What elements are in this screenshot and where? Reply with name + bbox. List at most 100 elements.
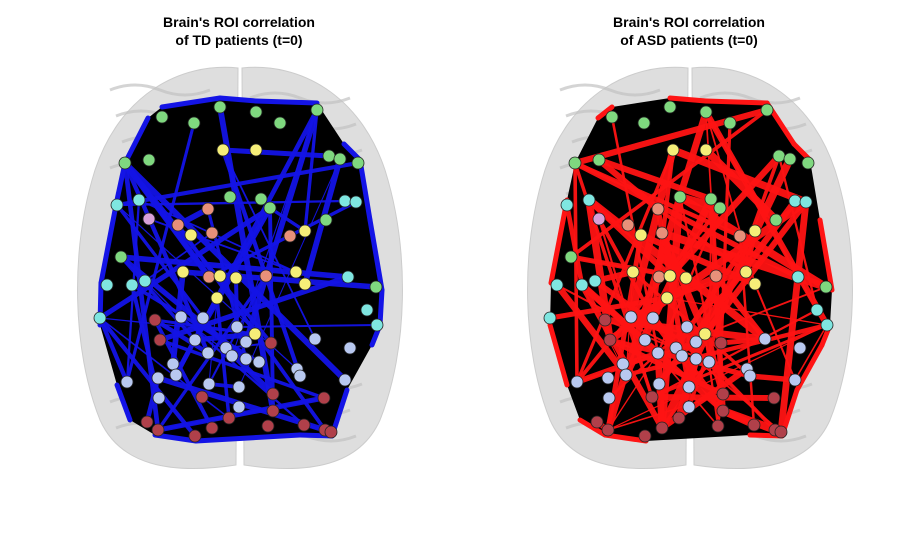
roi-node <box>322 149 336 163</box>
roi-node <box>166 357 180 371</box>
roi-node <box>338 373 352 387</box>
roi-node <box>723 116 737 130</box>
roi-node <box>582 193 596 207</box>
roi-node <box>716 387 730 401</box>
roi-node <box>638 333 652 347</box>
roi-node <box>575 278 589 292</box>
roi-node <box>634 228 648 242</box>
roi-node <box>626 265 640 279</box>
roi-node <box>592 212 606 226</box>
roi-node <box>273 116 287 130</box>
roi-node <box>747 418 761 432</box>
roi-node <box>564 250 578 264</box>
roi-nodes <box>93 100 384 443</box>
roi-node <box>672 411 686 425</box>
roi-node <box>621 218 635 232</box>
roi-node <box>110 198 124 212</box>
roi-node <box>588 274 602 288</box>
roi-node <box>351 156 365 170</box>
roi-node <box>138 274 152 288</box>
roi-node <box>196 311 210 325</box>
roi-node <box>229 271 243 285</box>
roi-node <box>152 391 166 405</box>
roi-node <box>760 103 774 117</box>
roi-node <box>249 105 263 119</box>
roi-node <box>783 152 797 166</box>
roi-node <box>590 415 604 429</box>
roi-node <box>748 277 762 291</box>
roi-node <box>266 404 280 418</box>
roi-node <box>176 265 190 279</box>
roi-node <box>673 190 687 204</box>
roi-node <box>616 357 630 371</box>
asd-brain-network <box>527 66 853 470</box>
roi-node <box>820 318 834 332</box>
roi-node <box>298 224 312 238</box>
roi-node <box>266 387 280 401</box>
asd-panel: Brain's ROI correlation of ASD patients … <box>450 0 900 560</box>
roi-node <box>682 400 696 414</box>
roi-nodes <box>543 100 834 443</box>
roi-node <box>232 400 246 414</box>
roi-node <box>195 390 209 404</box>
roi-node <box>651 346 665 360</box>
roi-node <box>225 349 239 363</box>
roi-node <box>201 346 215 360</box>
roi-node <box>205 226 219 240</box>
roi-node <box>174 310 188 324</box>
roi-node <box>171 218 185 232</box>
roi-node <box>810 303 824 317</box>
roi-node <box>264 336 278 350</box>
roi-node <box>324 425 338 439</box>
roi-node <box>114 250 128 264</box>
roi-node <box>716 404 730 418</box>
roi-node <box>100 278 114 292</box>
roi-node <box>592 153 606 167</box>
roi-node <box>689 335 703 349</box>
roi-node <box>132 193 146 207</box>
roi-node <box>560 198 574 212</box>
roi-node <box>605 110 619 124</box>
td-brain-network <box>77 66 403 470</box>
roi-node <box>689 352 703 366</box>
roi-node <box>151 423 165 437</box>
roi-node <box>769 213 783 227</box>
roi-node <box>704 192 718 206</box>
roi-node <box>205 421 219 435</box>
roi-node <box>188 429 202 443</box>
roi-node <box>603 333 617 347</box>
roi-node <box>601 423 615 437</box>
td-title-line2: of TD patients (t=0) <box>175 32 303 48</box>
roi-node <box>570 375 584 389</box>
roi-node <box>151 371 165 385</box>
roi-node <box>148 313 162 327</box>
roi-node <box>118 156 132 170</box>
roi-node <box>293 369 307 383</box>
roi-node <box>201 202 215 216</box>
roi-node <box>188 333 202 347</box>
roi-node <box>666 143 680 157</box>
roi-node <box>680 320 694 334</box>
asd-title-line2: of ASD patients (t=0) <box>620 32 758 48</box>
roi-node <box>714 336 728 350</box>
roi-node <box>543 311 557 325</box>
roi-node <box>655 421 669 435</box>
roi-node <box>333 152 347 166</box>
roi-node <box>598 313 612 327</box>
asd-title-line1: Brain's ROI correlation <box>613 14 765 30</box>
roi-node <box>249 143 263 157</box>
roi-node <box>713 201 727 215</box>
roi-node <box>202 270 216 284</box>
roi-node <box>125 278 139 292</box>
roi-node <box>230 320 244 334</box>
roi-node <box>619 368 633 382</box>
roi-node <box>341 270 355 284</box>
roi-node <box>142 153 156 167</box>
roi-node <box>239 352 253 366</box>
roi-node <box>748 224 762 238</box>
roi-node <box>660 291 674 305</box>
roi-node <box>216 143 230 157</box>
td-panel: Brain's ROI correlation of TD patients (… <box>77 14 403 470</box>
roi-node <box>743 369 757 383</box>
roi-node <box>791 270 805 284</box>
